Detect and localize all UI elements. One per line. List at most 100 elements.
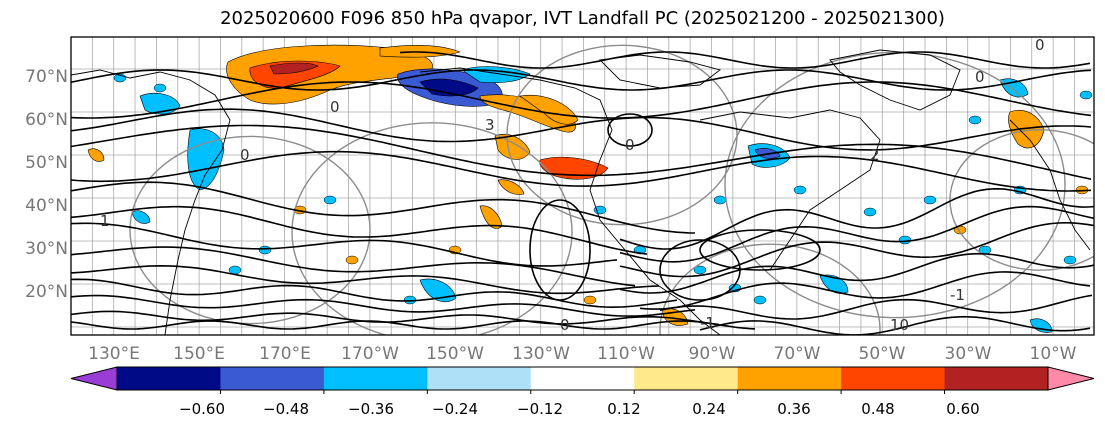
- contour-value-label: 0: [1035, 36, 1045, 54]
- colorbar-tick-label: −0.36: [348, 400, 394, 418]
- map-title: 2025020600 F096 850 hPa qvapor, IVT Land…: [220, 8, 945, 29]
- contour-value-label: 0: [330, 98, 340, 116]
- qvapor-anomaly-spot: [1063, 255, 1077, 265]
- qvapor-anomaly-spot: [923, 195, 937, 205]
- contour-value-label: 0: [975, 68, 985, 86]
- height-contour-line: [71, 205, 648, 255]
- qvapor-anomaly-spot: [258, 245, 272, 255]
- ivt-pc-contour: [659, 243, 881, 335]
- qvapor-anomaly-spot: [793, 185, 807, 195]
- qvapor-anomaly-region: [494, 133, 531, 160]
- colorbar-extend-high: [1047, 366, 1095, 391]
- qvapor-anomaly-spot: [1079, 90, 1093, 100]
- colorbar-segment: [427, 367, 532, 390]
- contour-value-label: 2: [870, 146, 880, 164]
- colorbar-tick-label: 0.24: [692, 400, 726, 418]
- qvapor-anomaly-spot: [228, 265, 242, 275]
- lon-label-90w: 90°W: [688, 344, 736, 364]
- height-contour-closed: [529, 199, 591, 301]
- contour-value-label: 1: [100, 212, 110, 230]
- height-contour-line: [71, 294, 696, 317]
- height-contour-line: [619, 252, 1094, 294]
- colorbar-tick-label: 0.12: [607, 400, 641, 418]
- height-contour-line: [71, 222, 618, 267]
- ivt-pc-contour: [291, 122, 573, 335]
- ivt-pc-contour: [949, 129, 1094, 271]
- lon-label-130e: 130°E: [88, 344, 140, 364]
- height-contour-line: [71, 150, 1092, 192]
- colorbar-tick-label: −0.48: [263, 400, 309, 418]
- qvapor-anomaly-spot: [583, 295, 597, 305]
- contour-value-label: 0: [625, 136, 635, 154]
- colorbar-tick-label: 0.48: [861, 400, 895, 418]
- lon-label-170e: 170°E: [259, 344, 311, 364]
- height-contour-line: [71, 320, 756, 330]
- coastline: [699, 109, 881, 271]
- lat-label-20n: 20°N: [25, 282, 68, 302]
- height-contour-line: [71, 264, 660, 295]
- lon-label-170w: 170°W: [341, 344, 399, 364]
- lon-label-150w: 150°W: [426, 344, 484, 364]
- colorbar: [70, 366, 1095, 394]
- height-contour-line: [71, 124, 1092, 180]
- coastline: [419, 67, 721, 335]
- lon-label-10w: 10°W: [1029, 344, 1077, 364]
- colorbar-tick-label: −0.60: [179, 400, 225, 418]
- coastline: [1009, 119, 1091, 251]
- colorbar-segment: [323, 367, 428, 390]
- qvapor-anomaly-spot: [693, 265, 707, 275]
- qvapor-anomaly-region: [269, 62, 319, 75]
- qvapor-anomaly-spot: [863, 207, 877, 217]
- height-contour-line: [639, 271, 1091, 310]
- coastline: [71, 69, 231, 335]
- lat-label-40n: 40°N: [25, 196, 68, 216]
- lat-label-60n: 60°N: [25, 110, 68, 130]
- lon-label-50w: 50°W: [858, 344, 906, 364]
- colorbar-segment: [944, 367, 1049, 390]
- height-contours: [71, 51, 1094, 335]
- qvapor-anomaly-region: [419, 278, 457, 302]
- qvapor-anomaly-spot: [968, 115, 982, 125]
- height-contour-line: [71, 81, 1092, 119]
- qvapor-anomaly-region: [131, 210, 151, 224]
- height-contour-line: [659, 294, 1093, 320]
- contour-value-label: 0: [560, 316, 570, 334]
- colorbar-segment: [530, 367, 635, 390]
- contour-value-label: -1: [950, 286, 965, 304]
- contour-value-label: 0: [240, 146, 250, 164]
- height-contour-line: [699, 315, 1091, 335]
- height-contour-closed: [607, 113, 653, 147]
- height-contour-line: [399, 51, 1091, 69]
- qvapor-anomaly-region: [187, 128, 225, 191]
- qvapor-anomaly-spot: [753, 295, 767, 305]
- qvapor-anomaly-region: [419, 78, 479, 97]
- lon-label-30w: 30°W: [944, 344, 992, 364]
- colorbar-extend-low: [70, 366, 118, 391]
- qvapor-anomaly-spot: [345, 255, 359, 265]
- height-contour-line: [619, 222, 1094, 278]
- lon-label-130w: 130°W: [512, 344, 570, 364]
- colorbar-tick-label: 0.36: [777, 400, 811, 418]
- lat-label-30n: 30°N: [25, 239, 68, 259]
- colorbar-segment: [634, 367, 739, 390]
- lat-label-50n: 50°N: [25, 153, 68, 173]
- lon-label-150e: 150°E: [173, 344, 225, 364]
- qvapor-anomaly-spot: [713, 195, 727, 205]
- map-frame: [70, 36, 1095, 336]
- coastline: [829, 49, 961, 111]
- height-contour-closed: [659, 239, 741, 301]
- height-contour-line: [619, 205, 1094, 263]
- lat-label-70n: 70°N: [25, 67, 68, 87]
- ivt-pc-contour: [724, 51, 1066, 319]
- ivt-pc-contour: [129, 135, 371, 325]
- height-contour-line: [619, 187, 1094, 250]
- coastline: [599, 54, 722, 89]
- qvapor-anomaly-spot: [898, 235, 912, 245]
- qvapor-anomaly-spot: [153, 83, 167, 93]
- lon-label-70w: 70°W: [773, 344, 821, 364]
- height-contour-line: [71, 181, 696, 234]
- coastlines: [71, 49, 1091, 335]
- colorbar-outline: [116, 366, 1049, 391]
